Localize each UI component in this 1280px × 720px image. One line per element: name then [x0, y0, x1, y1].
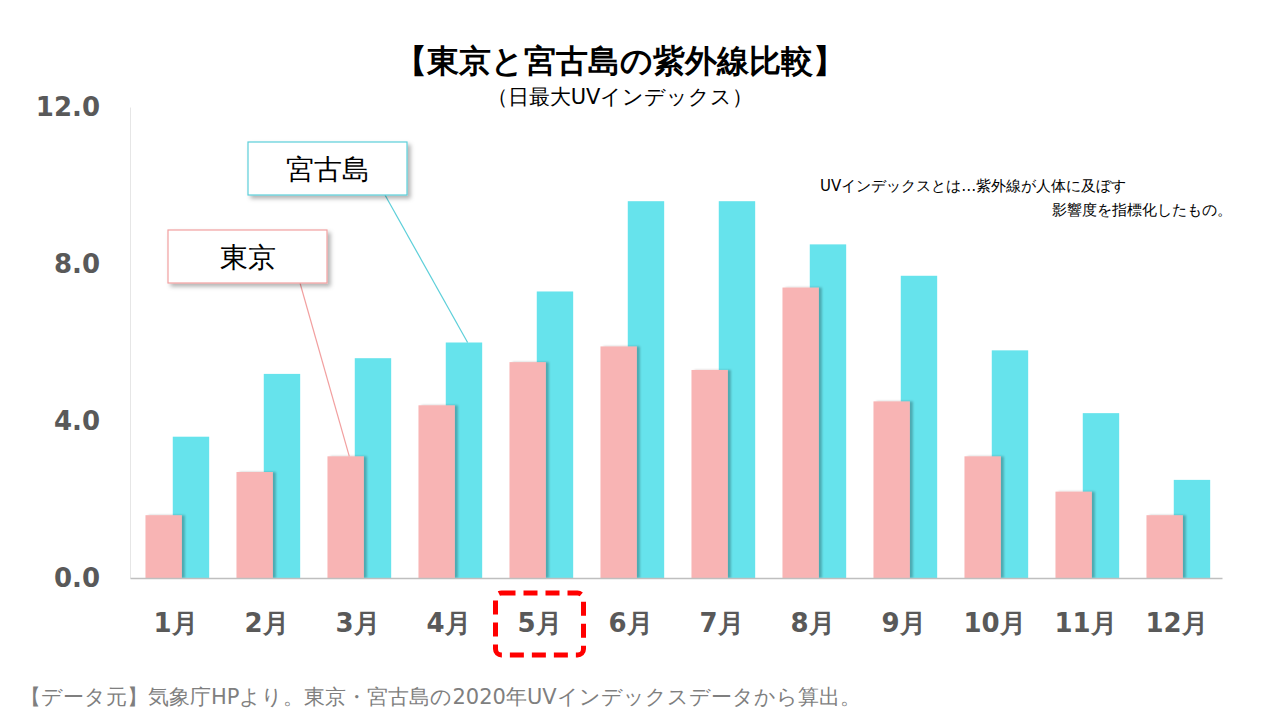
bar	[1055, 492, 1091, 578]
annotation: UVインデックスとは…紫外線が人体に及ぼす	[820, 177, 1126, 195]
x-tick: 12月	[1145, 578, 1207, 638]
callout-line	[385, 195, 468, 343]
series-bars	[173, 201, 1210, 578]
bar	[509, 362, 545, 578]
legend-label: 東京	[220, 241, 276, 274]
y-tick-label: 4.0	[54, 406, 100, 436]
highlight-box	[496, 593, 584, 655]
y-tick: 8.0	[54, 249, 130, 279]
bar	[236, 472, 272, 578]
x-tick-label: 1月	[153, 608, 197, 638]
chart: 【東京と宮古島の紫外線比較】 （日最大UVインデックス） 0.0 4.0 8.0 12.0…	[0, 0, 1280, 720]
callout-box	[168, 230, 327, 283]
x-tick-label: 3月	[335, 608, 379, 638]
bar	[873, 401, 909, 578]
bar	[418, 405, 454, 578]
bar	[782, 288, 818, 578]
x-axis-line	[131, 578, 1223, 580]
y-tick-label: 8.0	[54, 249, 100, 279]
x-tick: 4月	[426, 578, 470, 638]
y-tick: 0.0	[54, 563, 130, 593]
series-bars	[145, 288, 1182, 578]
bar	[964, 456, 1000, 578]
x-tick: 8月	[790, 578, 834, 638]
bars	[145, 201, 1210, 578]
annotation: 影響度を指標化したもの。	[1052, 201, 1232, 219]
x-tick: 2月	[244, 578, 288, 638]
bar	[145, 515, 181, 578]
y-tick: 4.0	[54, 406, 130, 436]
x-tick: 9月	[881, 578, 925, 638]
x-tick-label: 5月	[517, 608, 561, 638]
x-tick: 3月	[335, 578, 379, 638]
bar	[600, 346, 636, 578]
x-tick: 5月	[517, 578, 561, 638]
x-tick: 1月	[153, 578, 197, 638]
bar	[327, 456, 363, 578]
x-tick-label: 8月	[790, 608, 834, 638]
x-tick-label: 2月	[244, 608, 288, 638]
legend-label: 宮古島	[286, 153, 370, 186]
title: 【東京と宮古島の紫外線比較】	[395, 42, 845, 80]
x-tick-label: 11月	[1054, 608, 1116, 638]
y-tick-label: 0.0	[54, 563, 100, 593]
bar	[691, 370, 727, 578]
x-tick-label: 10月	[963, 608, 1025, 638]
x-tick: 11月	[1054, 578, 1116, 638]
x-tick-label: 12月	[1145, 608, 1207, 638]
subtitle: （日最大UVインデックス）	[487, 85, 754, 109]
bar	[1146, 515, 1182, 578]
x-tick-label: 9月	[881, 608, 925, 638]
callout-box	[248, 142, 407, 195]
x-tick-label: 4月	[426, 608, 470, 638]
y-tick-label: 12.0	[36, 92, 100, 122]
x-tick: 6月	[608, 578, 652, 638]
x-tick: 10月	[963, 578, 1025, 638]
y-axis-line	[130, 108, 131, 579]
x-tick: 7月	[699, 578, 743, 638]
x-axis: 1月 2月 3月 4月 5月 6月 7月 8月 9月 10月 11月 12月	[131, 578, 1223, 638]
callout-line	[300, 283, 349, 456]
x-tick-label: 7月	[699, 608, 743, 638]
y-tick: 12.0	[36, 92, 130, 122]
source: 【データ元】気象庁HPより。東京・宮古島の2020年UVインデックスデータから算…	[20, 685, 861, 709]
x-tick-label: 6月	[608, 608, 652, 638]
y-axis: 0.0 4.0 8.0 12.0	[36, 92, 131, 593]
